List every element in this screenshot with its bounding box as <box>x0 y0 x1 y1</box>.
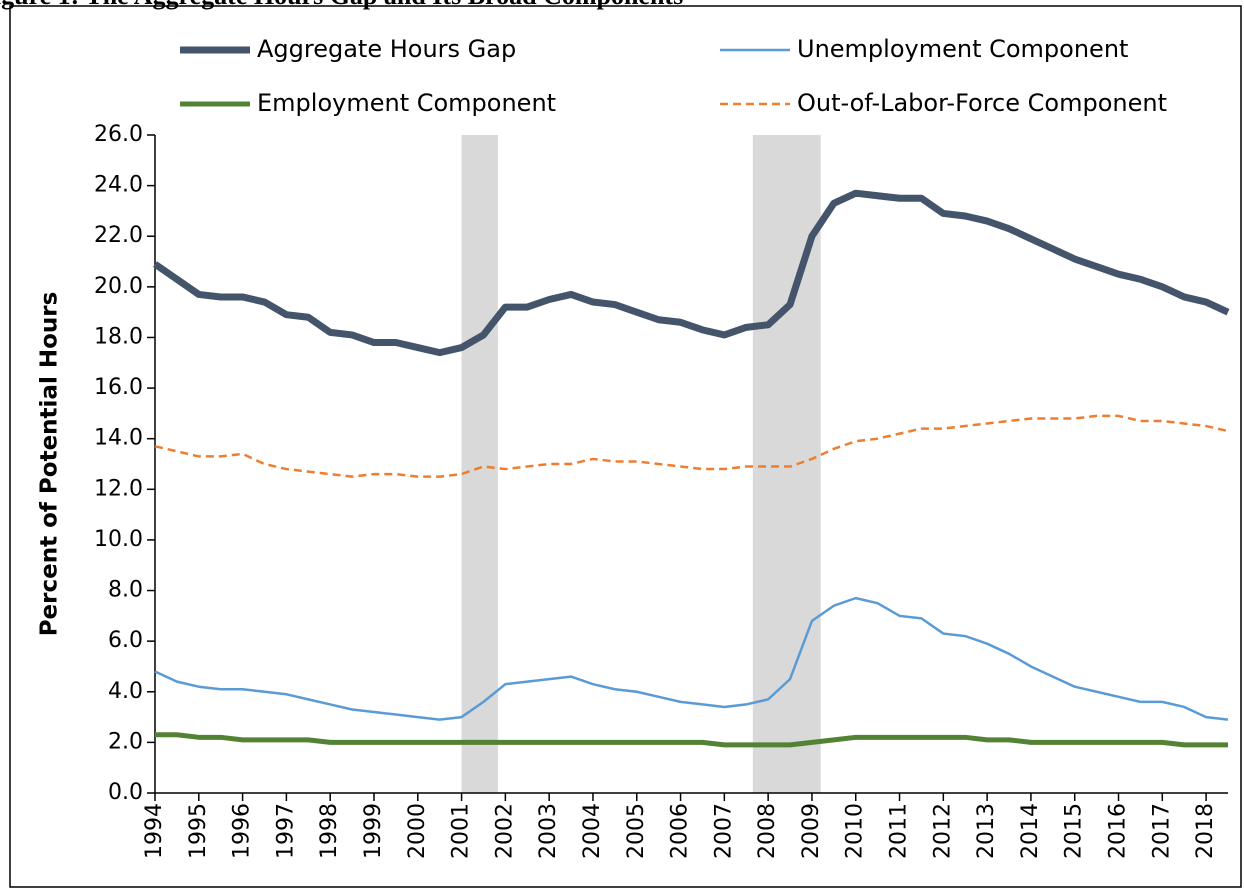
x-tick-label: 2002 <box>492 803 517 859</box>
chart-border <box>9 5 1242 888</box>
legend-label: Employment Component <box>257 89 556 117</box>
x-tick-label: 1997 <box>273 803 298 859</box>
x-tick-label: 2012 <box>930 803 955 859</box>
x-tick-label: 2013 <box>974 803 999 859</box>
series-line <box>155 732 1228 748</box>
y-tick-label: 6.0 <box>108 628 143 653</box>
y-tick-label: 0.0 <box>108 780 143 805</box>
x-tick-label: 2003 <box>536 803 561 859</box>
y-tick-label: 12.0 <box>94 476 143 501</box>
y-tick-label: 14.0 <box>94 426 143 451</box>
y-tick-label: 8.0 <box>108 578 143 603</box>
y-tick-label: 18.0 <box>94 324 143 349</box>
y-tick-label: 20.0 <box>94 274 143 299</box>
x-tick-label: 2000 <box>405 803 430 859</box>
x-tick-label: 2014 <box>1018 803 1043 859</box>
y-tick-label: 4.0 <box>108 679 143 704</box>
x-tick-label: 2008 <box>755 803 780 859</box>
y-tick-label: 10.0 <box>94 527 143 552</box>
y-tick-label: 16.0 <box>94 375 143 400</box>
x-tick-label: 1996 <box>230 803 255 859</box>
x-tick-label: 2004 <box>580 803 605 859</box>
y-tick-label: 26.0 <box>94 122 143 147</box>
legend-label: Out-of-Labor-Force Component <box>797 89 1167 117</box>
x-tick-label: 2018 <box>1193 803 1218 859</box>
legend-label: Aggregate Hours Gap <box>257 35 516 63</box>
x-tick-label: 2007 <box>711 803 736 859</box>
legend-label: Unemployment Component <box>797 35 1128 63</box>
x-tick-label: 2016 <box>1106 803 1131 859</box>
recession-band <box>461 135 498 793</box>
x-tick-label: 2001 <box>449 803 474 859</box>
x-tick-label: 1998 <box>317 803 342 859</box>
chart-title: Figure 1: The Aggregate Hours Gap and It… <box>0 0 683 10</box>
y-axis-label: Percent of Potential Hours <box>37 292 63 637</box>
x-tick-label: 1994 <box>142 803 167 859</box>
x-tick-label: 2015 <box>1062 803 1087 859</box>
x-tick-label: 2011 <box>887 803 912 859</box>
y-tick-label: 2.0 <box>108 729 143 754</box>
y-tick-label: 24.0 <box>94 173 143 198</box>
x-tick-label: 2010 <box>843 803 868 859</box>
y-tick-label: 22.0 <box>94 223 143 248</box>
x-tick-label: 2009 <box>799 803 824 859</box>
series-line <box>153 189 1230 357</box>
series-line <box>154 596 1229 721</box>
x-tick-label: 2005 <box>624 803 649 859</box>
x-tick-label: 2006 <box>668 803 693 859</box>
x-tick-label: 1999 <box>361 803 386 859</box>
series-line <box>154 414 1229 478</box>
x-tick-label: 2017 <box>1149 803 1174 859</box>
x-tick-label: 1995 <box>186 803 211 859</box>
